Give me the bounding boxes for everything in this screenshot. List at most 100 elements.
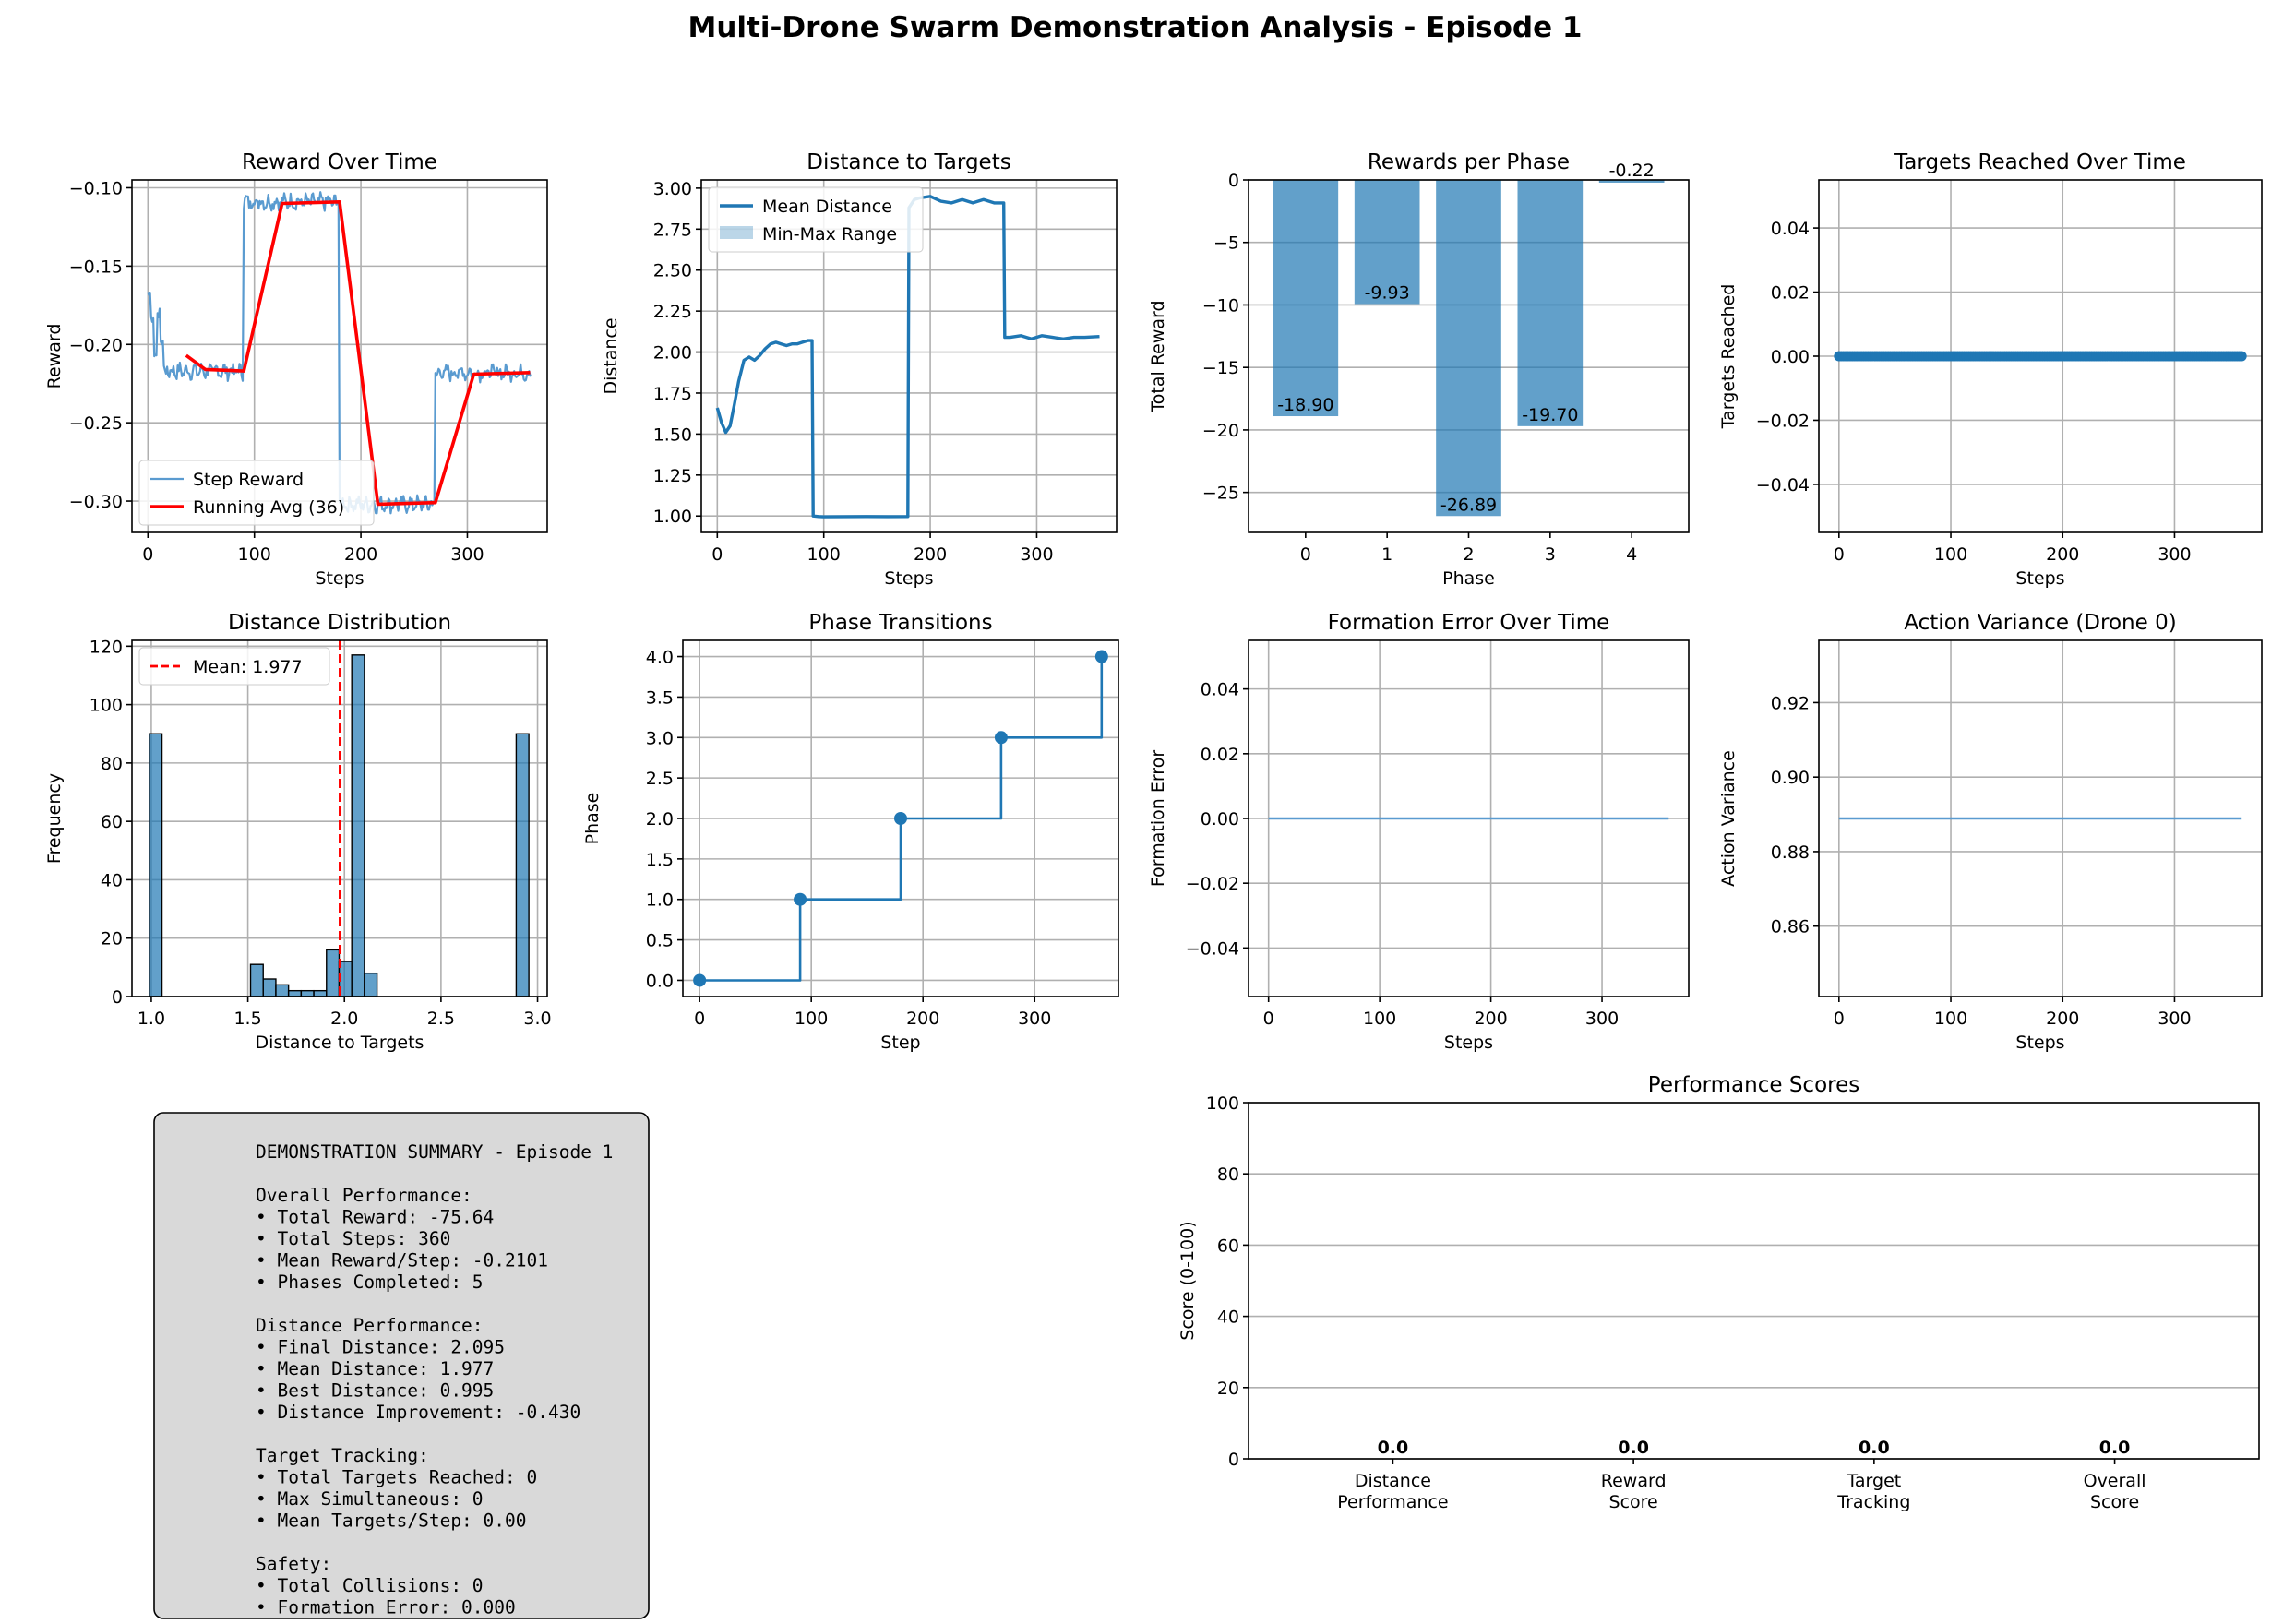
summary-line: Distance Performance: bbox=[256, 1315, 484, 1336]
histogram-bar bbox=[287, 989, 303, 997]
x-axis-label: Steps bbox=[1444, 1033, 1493, 1053]
y-tick-label: 1.75 bbox=[653, 384, 692, 404]
summary-line: DEMONSTRATION SUMMARY - Episode 1 bbox=[256, 1141, 613, 1163]
y-tick-label: 1.5 bbox=[646, 850, 674, 870]
y-tick-label: 0.90 bbox=[1771, 768, 1810, 788]
summary-line: • Distance Improvement: -0.430 bbox=[256, 1402, 580, 1423]
x-tick-label: Score bbox=[1609, 1492, 1658, 1512]
axes-frame bbox=[1248, 1102, 2260, 1460]
y-axis-label: Frequency bbox=[44, 773, 65, 864]
y-tick-label: −0.15 bbox=[69, 257, 123, 277]
y-tick-label: 1.50 bbox=[653, 424, 692, 445]
y-axis-label: Phase bbox=[582, 793, 603, 845]
legend-box bbox=[708, 186, 924, 253]
x-axis-label: Steps bbox=[2015, 568, 2064, 589]
phase-reward-bar bbox=[1436, 180, 1501, 517]
x-tick-label: 200 bbox=[2046, 1009, 2079, 1029]
histogram-bar bbox=[249, 963, 264, 997]
axes-frame bbox=[700, 179, 1118, 533]
x-tick-label: 0 bbox=[1834, 1009, 1845, 1029]
bar-value-label: -0.22 bbox=[1609, 161, 1655, 181]
y-tick-label: 0 bbox=[1228, 171, 1239, 191]
chart-title: Distance Distribution bbox=[228, 611, 451, 635]
summary-line: • Mean Distance: 1.977 bbox=[256, 1358, 494, 1379]
x-axis-label: Steps bbox=[315, 568, 364, 589]
y-tick-label: 2.50 bbox=[653, 261, 692, 281]
x-tick-label: 300 bbox=[1018, 1009, 1051, 1029]
x-tick-label: 0 bbox=[711, 544, 723, 565]
summary-line: • Total Reward: -75.64 bbox=[256, 1207, 494, 1228]
axes: 0 100 200 300 −0.04 −0.02 0.00 0.02 0.04 bbox=[1186, 680, 1619, 1029]
y-axis-label: Action Variance bbox=[1718, 750, 1739, 887]
y-tick-label: −0.02 bbox=[1756, 411, 1810, 431]
y-tick-label: 40 bbox=[101, 870, 123, 890]
x-tick-label: 200 bbox=[2046, 544, 2079, 565]
mean-distance-line bbox=[715, 195, 1100, 519]
x-tick-label: 2 bbox=[1463, 544, 1474, 565]
phase-reward-bar bbox=[1517, 180, 1584, 426]
y-tick-label: −5 bbox=[1213, 233, 1239, 254]
y-tick-label: −0.25 bbox=[69, 413, 123, 434]
x-tick-label: 100 bbox=[238, 544, 271, 565]
summary-line: Overall Performance: bbox=[256, 1185, 472, 1206]
x-tick-label: 0 bbox=[1300, 544, 1311, 565]
x-tick-label: 100 bbox=[807, 544, 841, 565]
chart-title: Reward Over Time bbox=[242, 150, 437, 174]
axes-frame bbox=[1248, 639, 1690, 997]
x-tick-label: 300 bbox=[2157, 1009, 2191, 1029]
y-tick-label: 60 bbox=[101, 812, 123, 832]
legend-label: Min-Max Range bbox=[762, 224, 897, 245]
panel-reward: 0 100 200 300 −0.30 −0.25 −0.20 −0.15 −0.10 Rewar… bbox=[44, 150, 548, 589]
y-tick-label: −0.10 bbox=[69, 178, 123, 198]
summary-line: Safety: bbox=[256, 1554, 331, 1575]
x-tick-label: 4 bbox=[1626, 544, 1637, 565]
bar-value-label: -26.89 bbox=[1440, 495, 1497, 515]
axes: 0 100 200 300 0.86 0.88 0.90 0.92 bbox=[1771, 693, 2192, 1029]
gridlines bbox=[1249, 1102, 2259, 1460]
summary-line: • Total Steps: 360 bbox=[256, 1228, 450, 1249]
x-tick-label: 1 bbox=[1381, 544, 1392, 565]
x-tick-label: Tracking bbox=[1836, 1492, 1910, 1512]
y-tick-label: 3.00 bbox=[653, 179, 692, 199]
legend: Step Reward Running Avg (36) bbox=[138, 460, 375, 526]
y-tick-label: 20 bbox=[1217, 1379, 1239, 1399]
x-tick-label: 2.0 bbox=[330, 1009, 358, 1029]
phase-reward-bar bbox=[1354, 180, 1420, 304]
y-tick-label: −0.20 bbox=[69, 335, 123, 355]
summary-line: • Total Collisions: 0 bbox=[256, 1575, 484, 1596]
y-tick-label: 2.0 bbox=[646, 809, 674, 830]
x-tick-label: 0 bbox=[1263, 1009, 1274, 1029]
y-tick-label: −0.02 bbox=[1186, 874, 1239, 894]
y-tick-label: 1.25 bbox=[653, 466, 692, 486]
y-axis-label: Reward bbox=[44, 324, 65, 389]
histogram-bar bbox=[351, 654, 365, 997]
x-tick-label: 1.5 bbox=[233, 1009, 261, 1029]
bar-value-label: 0.0 bbox=[2099, 1438, 2131, 1458]
x-tick-label: Performance bbox=[1337, 1492, 1448, 1512]
y-tick-label: 0.0 bbox=[646, 971, 674, 991]
y-tick-label: 80 bbox=[101, 754, 123, 774]
x-tick-label: 300 bbox=[1020, 544, 1053, 565]
x-tick-label: Score bbox=[2090, 1492, 2139, 1512]
histogram-bar bbox=[262, 978, 277, 997]
x-tick-label: Distance bbox=[1355, 1471, 1431, 1491]
y-tick-label: 2.5 bbox=[646, 769, 674, 789]
y-axis-label: Distance bbox=[601, 317, 621, 394]
histogram-bar bbox=[313, 989, 328, 997]
phase-marker bbox=[794, 892, 807, 906]
y-tick-label: 2.00 bbox=[653, 343, 692, 364]
y-tick-label: 0.88 bbox=[1771, 842, 1810, 863]
x-tick-label: 200 bbox=[344, 544, 377, 565]
y-tick-label: −15 bbox=[1202, 358, 1239, 378]
x-axis-label: Distance to Targets bbox=[256, 1033, 424, 1053]
phase-marker bbox=[994, 731, 1008, 745]
legend: Mean Distance Min-Max Range bbox=[708, 186, 924, 253]
summary-box bbox=[153, 1112, 650, 1619]
y-tick-label: 0.92 bbox=[1771, 693, 1810, 713]
y-tick-label: 0.86 bbox=[1771, 917, 1810, 937]
axes: 0 100 200 300 0.0 0.5 1.0 1.5 2.0 2.5 3.0 3.5 4.0 bbox=[646, 648, 1052, 1029]
y-tick-label: 0.02 bbox=[1201, 745, 1239, 765]
x-tick-label: 200 bbox=[914, 544, 947, 565]
x-tick-label: 100 bbox=[1934, 544, 1967, 565]
x-axis-label: Steps bbox=[2015, 1033, 2064, 1053]
